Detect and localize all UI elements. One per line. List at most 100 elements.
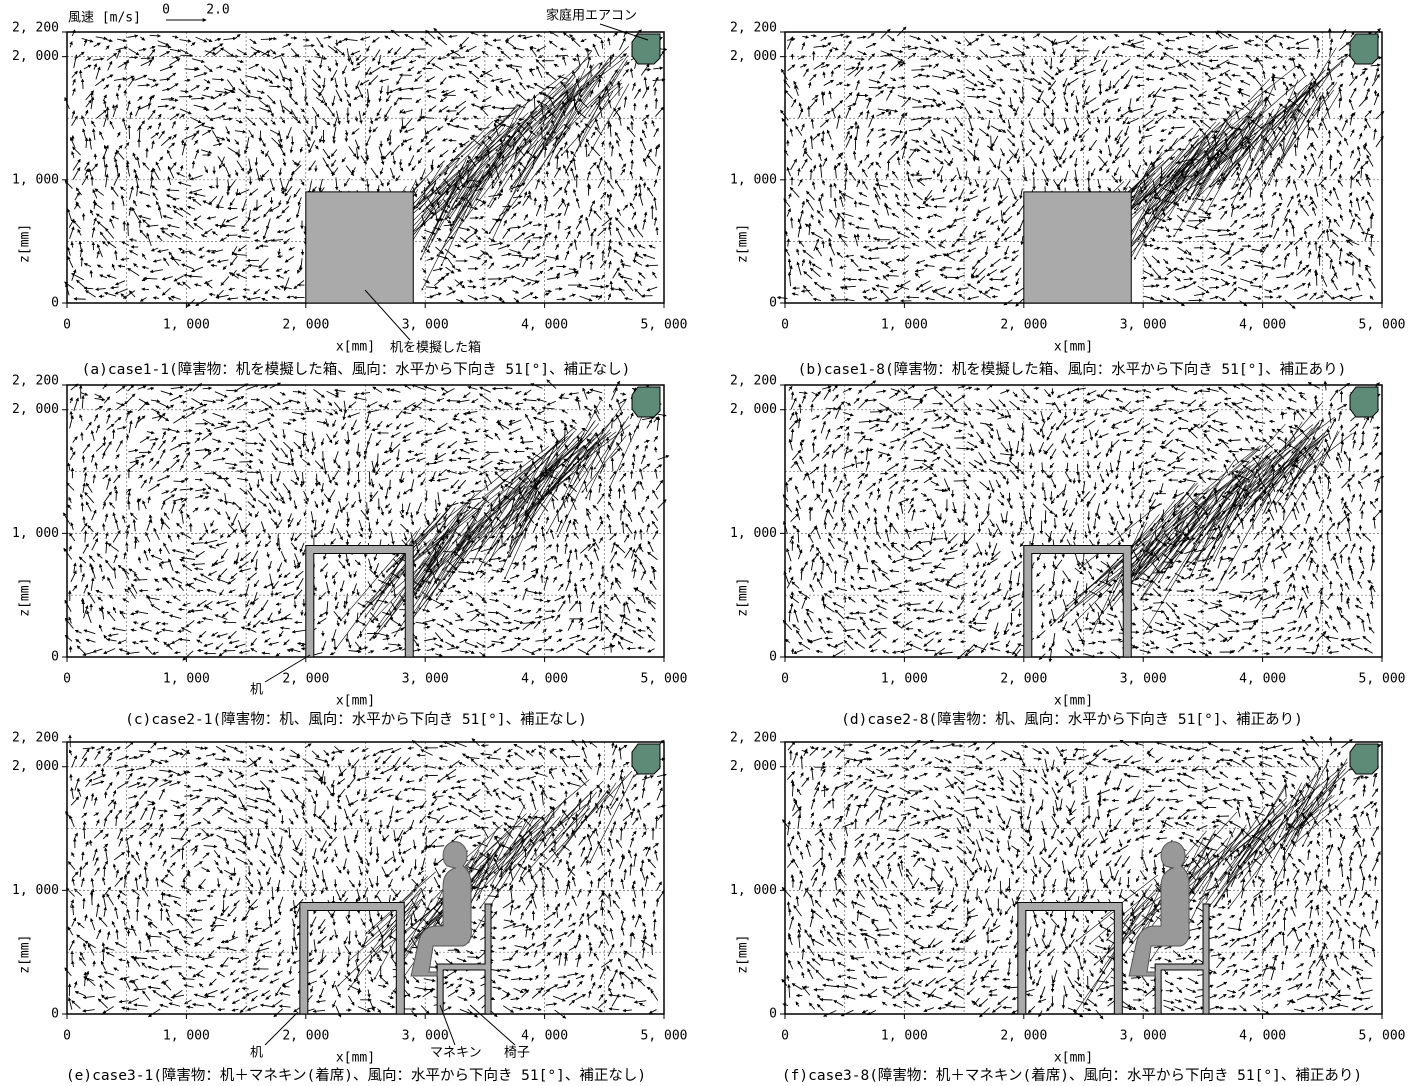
vector bbox=[137, 185, 138, 196]
vector bbox=[1272, 429, 1277, 432]
vector bbox=[317, 618, 326, 624]
vector bbox=[941, 36, 946, 39]
vector bbox=[284, 581, 294, 585]
vector bbox=[1210, 297, 1219, 299]
vector bbox=[158, 476, 170, 481]
vector bbox=[1330, 390, 1338, 401]
vector bbox=[656, 98, 657, 109]
vector bbox=[1074, 408, 1075, 415]
vector bbox=[1334, 219, 1340, 227]
vector bbox=[1321, 184, 1326, 189]
vector bbox=[116, 454, 119, 458]
vector bbox=[72, 30, 75, 36]
vector bbox=[158, 122, 160, 129]
vector bbox=[149, 476, 152, 483]
vector bbox=[90, 210, 92, 215]
vector bbox=[800, 64, 806, 67]
vector bbox=[504, 220, 507, 226]
vector bbox=[1177, 258, 1183, 259]
vector bbox=[488, 612, 499, 613]
vector bbox=[109, 595, 113, 599]
vector bbox=[156, 202, 160, 208]
vector bbox=[509, 420, 515, 422]
vector bbox=[646, 496, 649, 502]
vector bbox=[788, 239, 789, 247]
vector bbox=[858, 160, 862, 167]
vector bbox=[193, 199, 202, 206]
vector bbox=[142, 254, 146, 260]
vector bbox=[1253, 75, 1262, 86]
vector bbox=[597, 493, 604, 504]
vector bbox=[133, 642, 139, 644]
vector bbox=[622, 164, 626, 169]
vector bbox=[289, 247, 295, 249]
vector bbox=[298, 197, 301, 205]
vector bbox=[267, 95, 275, 104]
vector bbox=[1350, 424, 1359, 432]
vector bbox=[886, 90, 892, 101]
vector bbox=[383, 648, 389, 650]
vector bbox=[391, 432, 400, 437]
vector bbox=[349, 572, 351, 578]
vector bbox=[875, 248, 888, 249]
vector bbox=[1008, 138, 1015, 146]
vector bbox=[494, 407, 501, 409]
vector bbox=[600, 261, 606, 268]
vector bbox=[228, 578, 236, 584]
vector bbox=[152, 652, 158, 654]
vector bbox=[107, 639, 117, 641]
vector bbox=[1256, 57, 1263, 67]
vector bbox=[856, 80, 859, 90]
vector bbox=[146, 205, 151, 207]
vector bbox=[545, 224, 546, 231]
vector bbox=[610, 167, 611, 179]
vector bbox=[406, 503, 410, 515]
vector bbox=[294, 500, 296, 509]
vector bbox=[331, 70, 337, 81]
vector bbox=[1108, 187, 1111, 191]
vector bbox=[320, 136, 322, 143]
vector bbox=[1232, 282, 1236, 286]
vector bbox=[434, 277, 444, 286]
vector bbox=[251, 638, 257, 645]
vector bbox=[858, 234, 859, 240]
vector bbox=[259, 409, 268, 412]
vector bbox=[857, 180, 860, 187]
vector bbox=[1283, 82, 1287, 88]
vector bbox=[1139, 35, 1151, 39]
vector bbox=[480, 461, 492, 468]
vector bbox=[191, 610, 203, 611]
vector bbox=[1085, 86, 1090, 94]
vector bbox=[1186, 282, 1196, 287]
vector bbox=[577, 198, 580, 208]
vector bbox=[789, 386, 792, 390]
vector bbox=[1339, 295, 1351, 300]
vector bbox=[470, 91, 477, 93]
vector bbox=[957, 239, 966, 240]
vector bbox=[490, 620, 499, 625]
vector bbox=[638, 245, 645, 248]
vector bbox=[511, 85, 514, 90]
vector bbox=[1044, 389, 1050, 396]
vector bbox=[151, 442, 155, 449]
vector bbox=[135, 456, 145, 459]
vector bbox=[291, 146, 292, 152]
vector bbox=[897, 202, 901, 206]
vector bbox=[105, 560, 113, 570]
vector bbox=[1261, 85, 1308, 128]
vector bbox=[70, 42, 72, 48]
vector bbox=[274, 286, 280, 289]
vector bbox=[810, 268, 820, 277]
vector bbox=[1120, 176, 1121, 183]
vector bbox=[449, 140, 457, 141]
vector bbox=[647, 155, 656, 166]
vector bbox=[533, 523, 537, 533]
vector bbox=[1365, 267, 1370, 275]
vector bbox=[916, 286, 921, 291]
vector bbox=[474, 116, 479, 119]
vector bbox=[349, 146, 356, 156]
vector bbox=[969, 118, 973, 131]
vector bbox=[1083, 70, 1096, 75]
vector bbox=[967, 196, 978, 201]
vector bbox=[153, 260, 161, 262]
